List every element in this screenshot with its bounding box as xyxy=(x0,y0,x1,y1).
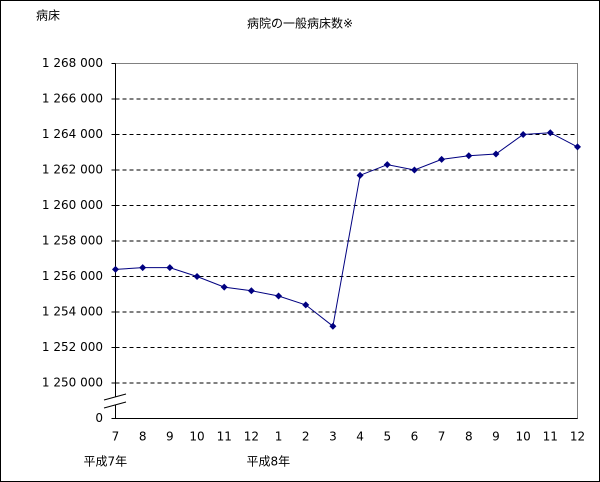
data-point xyxy=(275,292,283,300)
data-point xyxy=(329,322,337,330)
x-tick-label: 1 xyxy=(275,430,283,444)
data-point xyxy=(574,143,581,151)
y-tick-label: 1 266 000 xyxy=(42,92,103,106)
x-tick-label: 8 xyxy=(139,430,147,444)
series-line xyxy=(115,132,578,328)
x-tick-label: 11 xyxy=(543,430,558,444)
year-label: 平成7年 xyxy=(84,455,128,469)
data-point xyxy=(438,155,446,163)
y-tick-label: 1 262 000 xyxy=(42,163,103,177)
data-point xyxy=(302,301,310,309)
x-tick-label: 12 xyxy=(570,430,585,444)
data-point xyxy=(519,131,527,138)
data-point xyxy=(193,273,201,280)
y-tick-label: 1 258 000 xyxy=(42,234,103,248)
x-tick-label: 4 xyxy=(356,430,364,444)
x-tick-label: 2 xyxy=(302,430,310,444)
data-point xyxy=(139,264,147,272)
chart-title: 病院の一般病床数※ xyxy=(247,16,353,31)
y-tick-label: 1 250 000 xyxy=(42,376,103,390)
x-tick-label: 3 xyxy=(329,430,337,444)
x-tick-label: 7 xyxy=(438,430,446,444)
data-point xyxy=(492,150,500,158)
y-tick-label: 1 260 000 xyxy=(42,198,103,212)
x-tick-label: 5 xyxy=(383,430,391,444)
x-tick-label: 9 xyxy=(492,430,500,444)
data-point xyxy=(166,264,174,272)
data-point xyxy=(247,287,255,295)
y-tick-label: 1 252 000 xyxy=(42,340,103,354)
y-tick-label: 1 264 000 xyxy=(42,127,103,141)
x-tick-label: 7 xyxy=(112,430,120,444)
y-axis-label: 病床 xyxy=(36,8,60,23)
data-point xyxy=(410,166,418,174)
data-point xyxy=(546,129,554,137)
data-point xyxy=(220,283,228,291)
x-tick-label: 12 xyxy=(244,430,259,444)
y-tick-label: 1 254 000 xyxy=(42,305,103,319)
x-tick-label: 6 xyxy=(411,430,419,444)
x-tick-label: 8 xyxy=(465,430,473,444)
axis-break xyxy=(103,393,127,409)
data-point xyxy=(356,171,364,179)
y-tick-label: 0 xyxy=(95,411,103,425)
data-point xyxy=(383,161,391,169)
data-point xyxy=(112,265,119,273)
x-tick-label: 11 xyxy=(217,430,232,444)
x-tick-label: 10 xyxy=(189,430,204,444)
x-tick-label: 10 xyxy=(516,430,531,444)
y-tick-label: 1 268 000 xyxy=(42,56,103,70)
data-point xyxy=(465,152,473,160)
y-tick-label: 1 256 000 xyxy=(42,269,103,283)
x-tick-label: 9 xyxy=(166,430,174,444)
year-label: 平成8年 xyxy=(247,455,291,469)
